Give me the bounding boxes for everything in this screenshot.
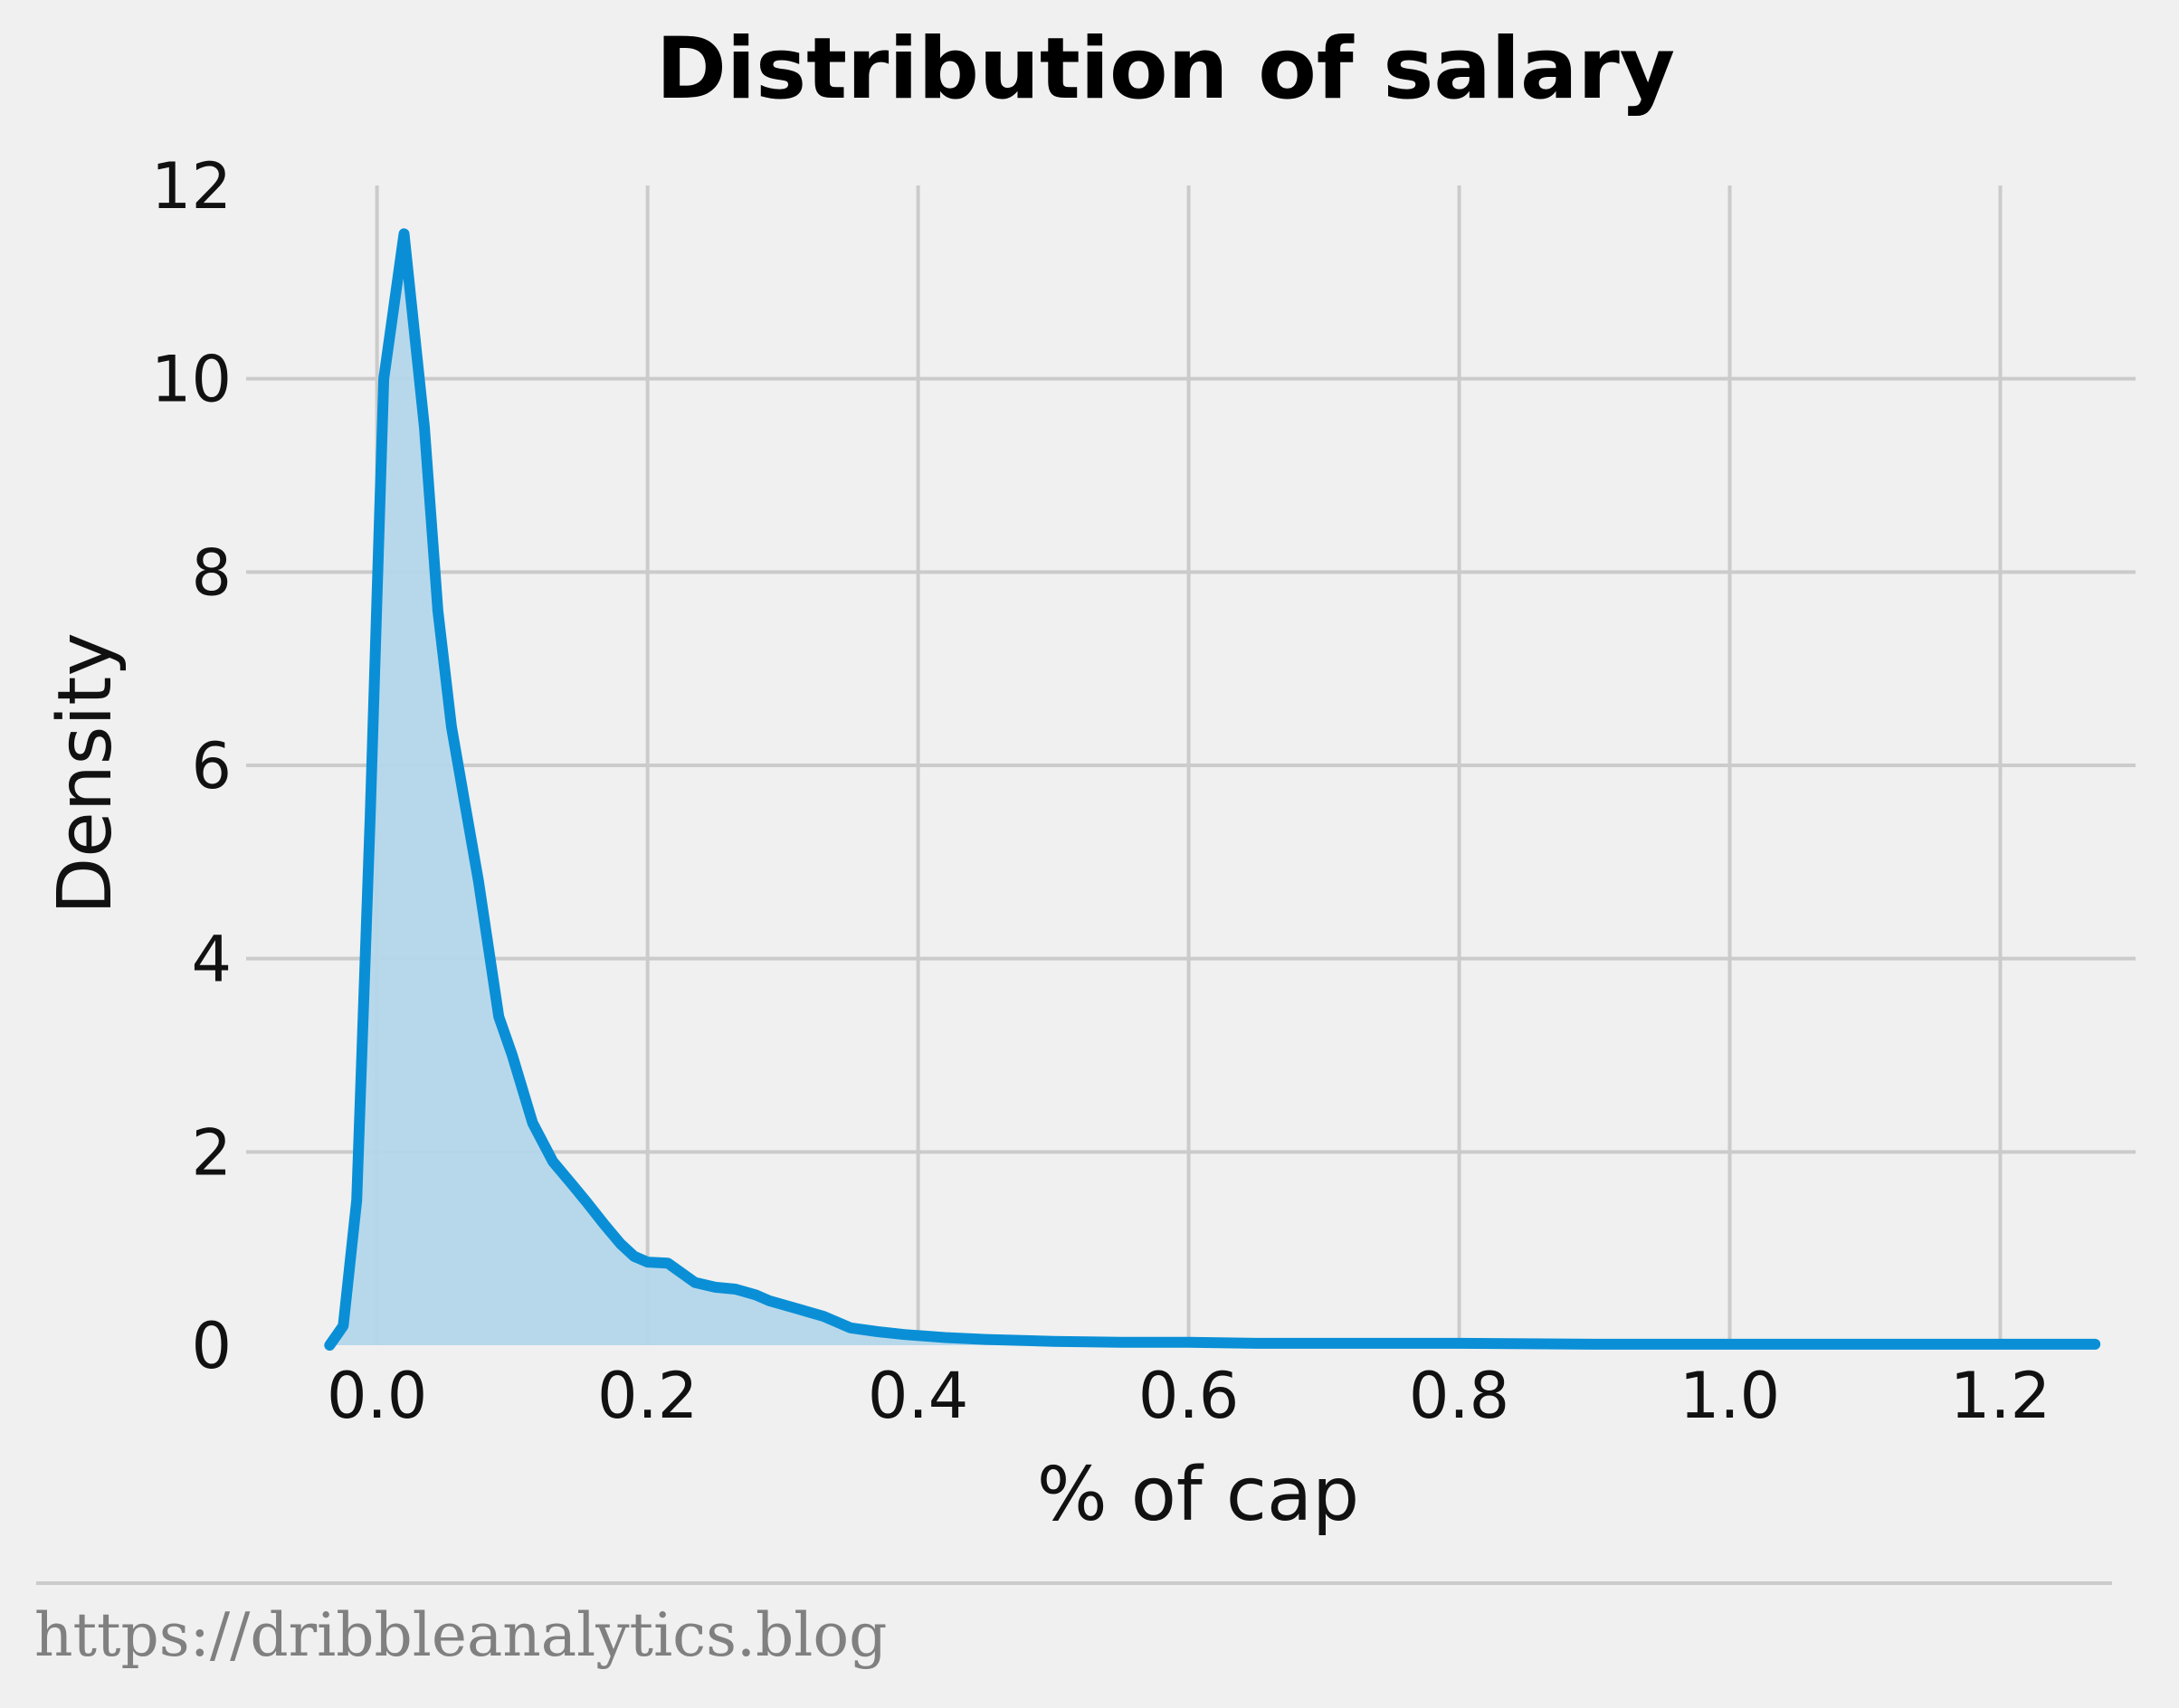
x-tick-label: 0.4 <box>868 1359 968 1433</box>
density-area-fill <box>329 233 2096 1345</box>
chart-title: Distribution of salary <box>656 20 1675 119</box>
y-tick-label: 8 <box>191 536 232 610</box>
x-tick-label: 0.0 <box>327 1359 427 1433</box>
x-tick-label: 0.2 <box>597 1359 698 1433</box>
y-tick-label: 4 <box>191 923 232 997</box>
x-tick-label: 1.2 <box>1950 1359 2051 1433</box>
footer-source-text: https://dribbleanalytics.blog <box>34 1600 887 1670</box>
y-tick-label: 2 <box>191 1115 232 1190</box>
tick-labels: 0.0 0.2 0.4 0.6 0.8 1.0 1.2 0 2 4 6 8 10 12 <box>151 149 2051 1433</box>
x-tick-label: 0.8 <box>1409 1359 1509 1433</box>
density-line <box>324 228 2101 1351</box>
plot-area <box>324 228 2101 1351</box>
y-tick-label: 10 <box>151 343 232 417</box>
y-axis-label: Density <box>43 632 128 915</box>
x-tick-label: 0.6 <box>1138 1359 1239 1433</box>
x-tick-label: 1.0 <box>1679 1359 1780 1433</box>
y-tick-label: 6 <box>191 729 232 803</box>
grid-lines <box>246 185 2136 1345</box>
y-tick-label: 0 <box>191 1309 232 1383</box>
x-axis-label: % of cap <box>1037 1452 1359 1538</box>
y-tick-label: 12 <box>151 149 232 223</box>
